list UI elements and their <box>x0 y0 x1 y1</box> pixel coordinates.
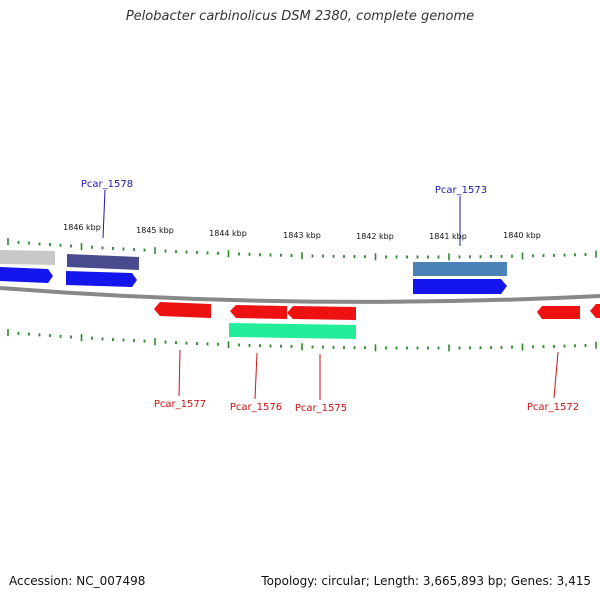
reverse-genes <box>154 302 600 339</box>
gene-pcar-1572[interactable] <box>537 306 580 319</box>
title: Pelobacter carbinolicus DSM 2380, comple… <box>125 9 475 24</box>
leader-pcar-1572 <box>553 351 559 399</box>
gene-blue-1578b[interactable] <box>66 271 137 287</box>
gene-red-right-partial[interactable] <box>590 304 600 318</box>
leader-pcar-1577 <box>178 349 181 397</box>
ticks-upper <box>7 238 597 261</box>
gene-pcar-1575[interactable] <box>287 306 356 320</box>
label-pcar-1573[interactable]: Pcar_1573 <box>435 185 487 196</box>
tick-label-1843: 1843 kbp <box>283 231 321 240</box>
accession: Accession: NC_007498 <box>9 574 146 588</box>
gene-gray-partial[interactable] <box>0 250 55 265</box>
label-pcar-1577[interactable]: Pcar_1577 <box>154 399 206 410</box>
leader-pcar-1576 <box>254 352 258 400</box>
genome-backbone <box>0 286 600 304</box>
tick-label-1845: 1845 kbp <box>136 226 174 235</box>
genome-summary: Topology: circular; Length: 3,665,893 bp… <box>261 574 591 588</box>
gene-pcar-1578[interactable] <box>67 254 139 270</box>
label-pcar-1578[interactable]: Pcar_1578 <box>81 179 133 190</box>
gene-blue-left[interactable] <box>0 267 53 283</box>
forward-genes <box>0 250 507 294</box>
gene-pcar-1573[interactable] <box>413 262 507 276</box>
tick-label-1841: 1841 kbp <box>429 232 467 241</box>
gene-label-lines <box>102 189 559 400</box>
gene-labels: Pcar_1578 Pcar_1573 Pcar_1577 Pcar_1576 … <box>81 179 579 414</box>
gene-green-1576b[interactable] <box>229 323 356 339</box>
gene-pcar-1576[interactable] <box>230 305 287 319</box>
label-pcar-1572[interactable]: Pcar_1572 <box>527 402 579 413</box>
label-pcar-1575[interactable]: Pcar_1575 <box>295 403 347 414</box>
tick-labels: 1846 kbp 1845 kbp 1844 kbp 1843 kbp 1842… <box>63 223 541 241</box>
tick-label-1842: 1842 kbp <box>356 232 394 241</box>
tick-label-1844: 1844 kbp <box>209 229 247 238</box>
tick-label-1846: 1846 kbp <box>63 223 101 232</box>
leader-pcar-1578 <box>102 189 106 239</box>
ticks-lower <box>7 329 597 352</box>
tick-label-1840: 1840 kbp <box>503 231 541 240</box>
gene-pcar-1577[interactable] <box>154 302 211 318</box>
label-pcar-1576[interactable]: Pcar_1576 <box>230 402 282 413</box>
gene-blue-1573b[interactable] <box>413 279 507 294</box>
